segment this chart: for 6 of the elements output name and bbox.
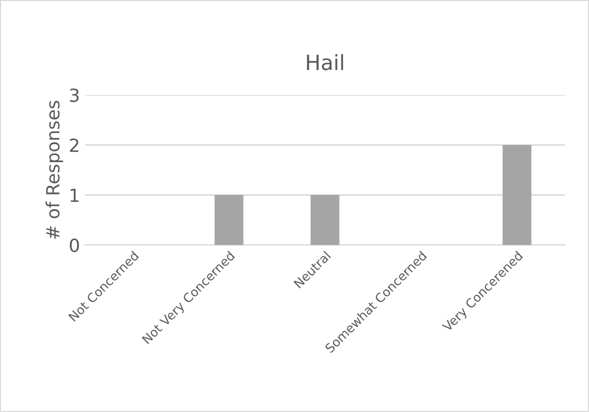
y-tick-label: 2 [70, 138, 78, 152]
y-axis-title: # of Responses [46, 100, 64, 239]
y-tick-label: 0 [70, 238, 79, 252]
y-tick-label: 3 [70, 88, 79, 102]
chart-title: Hail [307, 54, 344, 70]
y-tick-label: 1 [70, 188, 78, 202]
